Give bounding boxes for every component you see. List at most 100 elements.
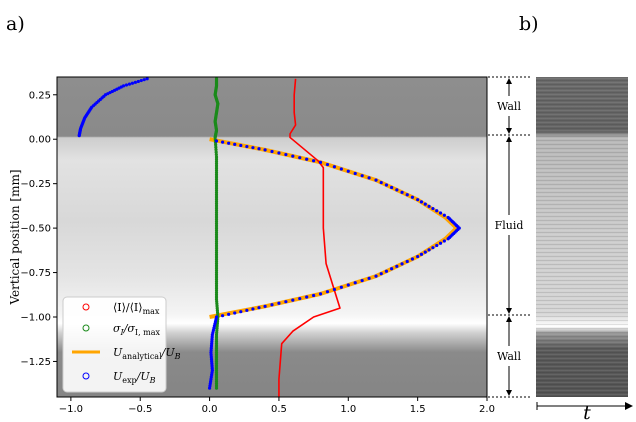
data-point-sigma <box>214 277 219 281</box>
x-tick-label: 1.5 <box>410 404 426 415</box>
data-point-sigma <box>214 295 219 299</box>
y-tick-label: −0.25 <box>20 179 51 190</box>
data-point-sigma <box>214 253 219 257</box>
data-point-uexp <box>423 250 427 254</box>
data-point-sigma <box>214 173 219 177</box>
data-point-sigma <box>214 282 219 286</box>
data-point-sigma <box>214 202 219 206</box>
data-point-uexp <box>379 272 383 276</box>
data-point-uexp <box>277 301 281 305</box>
legend-box <box>62 296 167 393</box>
data-point-sigma <box>214 339 219 344</box>
data-point-sigma <box>214 175 219 179</box>
data-point-uexp <box>427 204 431 208</box>
data-point-sigma <box>214 370 219 375</box>
data-point-sigma <box>214 157 219 161</box>
arrowhead <box>506 136 512 142</box>
chart-marks <box>77 77 461 397</box>
panel-b-t-label: t <box>583 402 591 422</box>
data-point-sigma <box>214 204 219 208</box>
data-point-sigma <box>214 364 219 368</box>
data-point-sigma <box>214 270 219 275</box>
data-point-sigma <box>214 190 219 195</box>
data-point-sigma <box>214 164 219 168</box>
data-point-uexp <box>332 287 337 292</box>
data-point-sigma <box>214 362 219 366</box>
data-point-uexp <box>390 267 394 271</box>
data-point-uexp <box>325 162 330 167</box>
data-point-sigma <box>214 264 219 268</box>
fluid-label: Fluid <box>495 219 524 232</box>
data-point-sigma <box>214 342 219 346</box>
data-point-sigma <box>214 242 219 246</box>
data-point-uexp <box>251 146 255 150</box>
data-point-sigma <box>214 248 219 252</box>
panel-label-b: b) <box>519 13 539 35</box>
x-tick-label: 2.0 <box>479 404 495 415</box>
data-point-uexp <box>395 264 399 268</box>
data-point-uexp <box>127 82 132 86</box>
data-point-sigma <box>214 206 219 210</box>
data-point-sigma <box>214 335 219 339</box>
data-point-uexp <box>374 274 378 278</box>
data-point-sigma <box>214 275 219 279</box>
data-point-uexp <box>220 314 225 318</box>
data-point-sigma <box>214 355 219 359</box>
data-point-uexp <box>142 78 146 82</box>
arrowhead <box>506 316 512 322</box>
data-point-sigma <box>214 145 218 149</box>
data-point-uexp <box>284 300 288 304</box>
legend-label-uexp: Uexp/UB <box>113 370 156 385</box>
data-point-sigma <box>214 379 219 384</box>
data-point-uexp <box>251 307 255 311</box>
data-point-sigma <box>214 346 219 350</box>
data-point-uexp <box>339 167 343 171</box>
data-point-uexp <box>438 211 443 215</box>
data-point-sigma <box>214 193 219 197</box>
data-point-uexp <box>410 195 415 199</box>
data-point-sigma <box>214 246 219 250</box>
data-point-sigma <box>214 213 219 217</box>
data-point-sigma <box>214 230 219 235</box>
data-point-uexp <box>239 143 243 148</box>
data-point-sigma <box>214 350 219 355</box>
data-point-uexp <box>139 78 143 83</box>
data-point-sigma <box>214 250 219 255</box>
data-point-sigma <box>214 215 219 219</box>
panel-b-axis-arrowhead <box>625 402 633 410</box>
data-point-uexp <box>233 311 237 315</box>
series-line-intensity <box>278 78 341 397</box>
data-point-uexp <box>353 171 357 176</box>
legend-marker-uexp <box>82 372 90 380</box>
x-axis: −1.0 −0.5 0.0 0.5 1.0 1.5 2.0 <box>59 397 495 415</box>
data-point-uexp <box>416 198 420 202</box>
data-point-uexp <box>270 303 274 307</box>
data-point-uexp <box>435 209 439 213</box>
data-point-uexp <box>291 298 295 302</box>
data-point-uexp <box>318 160 323 164</box>
data-point-uexp <box>77 134 81 138</box>
data-point-sigma <box>214 377 219 381</box>
data-point-sigma <box>214 208 219 212</box>
data-point-uexp <box>367 176 371 180</box>
legend-label-uanalytical: Uanalytical/UB <box>113 346 181 361</box>
data-point-uexp <box>395 188 399 192</box>
data-point-sigma <box>214 286 219 290</box>
data-point-uexp <box>312 159 316 163</box>
data-point-sigma <box>214 384 219 388</box>
data-point-uexp <box>245 144 249 149</box>
data-point-uexp <box>263 148 267 152</box>
data-point-sigma <box>214 143 218 147</box>
data-point-sigma <box>214 177 219 181</box>
x-tick-label: −0.5 <box>128 404 152 415</box>
data-point-uexp <box>442 213 446 217</box>
data-point-sigma <box>214 237 219 241</box>
data-point-uexp <box>145 77 149 81</box>
panel-b-texture <box>536 77 628 397</box>
data-point-uexp <box>270 149 274 154</box>
data-point-sigma <box>214 268 219 272</box>
data-point-sigma <box>214 259 219 264</box>
data-point-uexp <box>284 152 288 157</box>
data-point-sigma <box>214 288 219 292</box>
